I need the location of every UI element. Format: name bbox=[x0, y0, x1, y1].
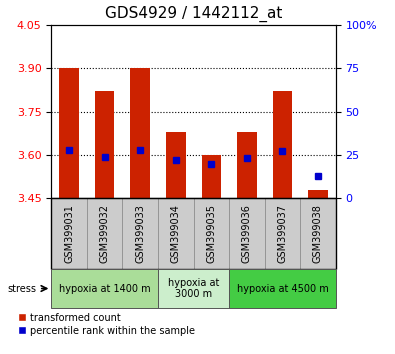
Text: GSM399033: GSM399033 bbox=[135, 204, 145, 263]
Bar bbox=[158, 198, 194, 269]
Bar bbox=[194, 198, 229, 269]
Text: stress: stress bbox=[8, 284, 36, 293]
Text: GSM399031: GSM399031 bbox=[64, 204, 74, 263]
Text: GSM399032: GSM399032 bbox=[100, 204, 110, 263]
Bar bbox=[59, 68, 79, 198]
Text: GSM399036: GSM399036 bbox=[242, 204, 252, 263]
Bar bbox=[229, 269, 336, 308]
Text: GSM399034: GSM399034 bbox=[171, 204, 181, 263]
Bar bbox=[300, 198, 336, 269]
Text: hypoxia at 1400 m: hypoxia at 1400 m bbox=[59, 284, 150, 293]
Text: GSM399035: GSM399035 bbox=[206, 204, 216, 263]
Legend: transformed count, percentile rank within the sample: transformed count, percentile rank withi… bbox=[17, 313, 195, 336]
Bar bbox=[130, 68, 150, 198]
Bar bbox=[237, 132, 257, 198]
Text: hypoxia at
3000 m: hypoxia at 3000 m bbox=[168, 278, 219, 299]
Bar bbox=[273, 91, 292, 198]
Bar bbox=[87, 198, 122, 269]
Text: GSM399038: GSM399038 bbox=[313, 204, 323, 263]
Bar bbox=[265, 198, 300, 269]
Bar bbox=[122, 198, 158, 269]
Bar bbox=[308, 190, 328, 198]
Bar bbox=[201, 155, 221, 198]
Bar bbox=[51, 198, 87, 269]
Bar bbox=[158, 269, 229, 308]
Title: GDS4929 / 1442112_at: GDS4929 / 1442112_at bbox=[105, 6, 282, 22]
Bar bbox=[229, 198, 265, 269]
Text: hypoxia at 4500 m: hypoxia at 4500 m bbox=[237, 284, 328, 293]
Bar bbox=[95, 91, 115, 198]
Bar bbox=[166, 132, 186, 198]
Text: GSM399037: GSM399037 bbox=[277, 204, 288, 263]
Bar bbox=[51, 269, 158, 308]
